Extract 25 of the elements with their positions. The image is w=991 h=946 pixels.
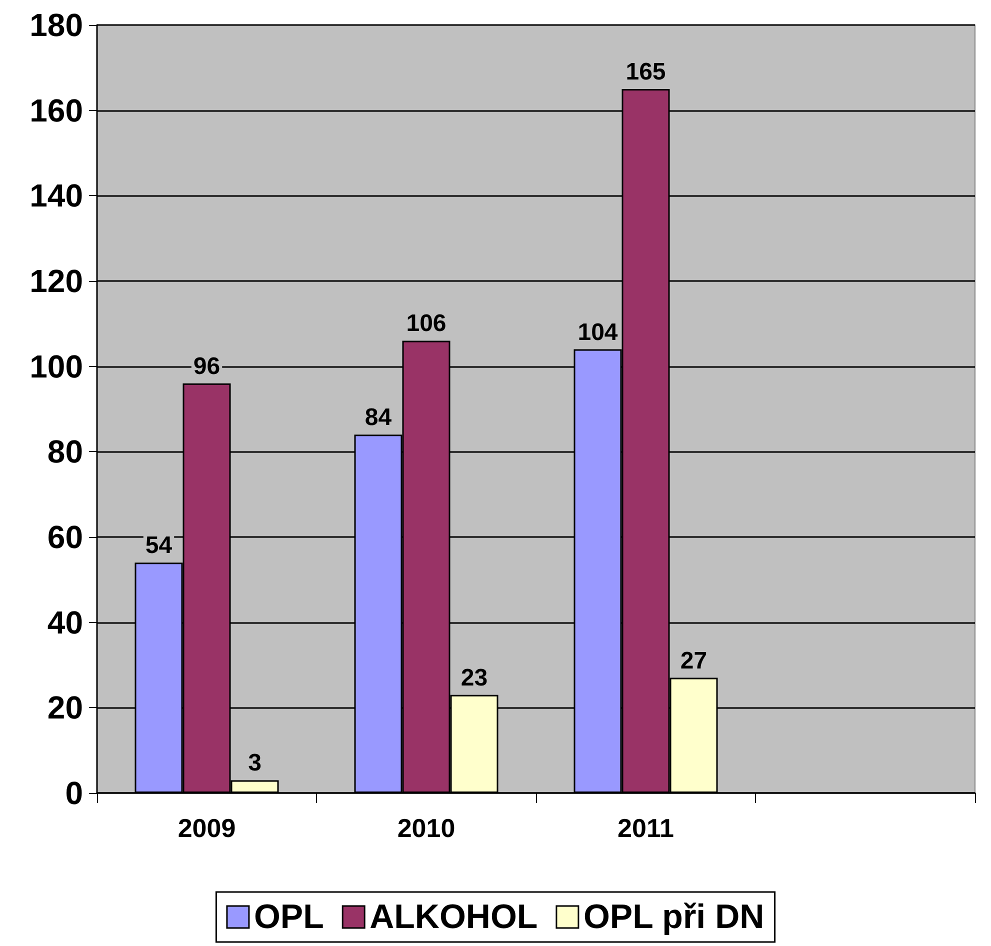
data-label: 27 (680, 647, 708, 674)
data-label: 165 (626, 58, 666, 86)
legend-label: ALKOHOL (370, 898, 538, 936)
data-label: 84 (364, 404, 392, 432)
y-tick-label: 80 (47, 434, 83, 470)
data-label: 3 (248, 750, 262, 777)
x-tick-label: 2011 (618, 813, 674, 843)
y-tick-label: 20 (47, 690, 83, 726)
x-tick-label: 2010 (397, 813, 456, 843)
y-tick-label: 60 (47, 519, 83, 555)
y-tick-label: 120 (30, 263, 83, 299)
legend-label: OPL při DN (583, 898, 764, 936)
y-tick-label: 0 (65, 775, 83, 811)
data-label: 96 (193, 352, 220, 380)
y-tick-label: 180 (30, 7, 83, 43)
y-tick-label: 140 (30, 178, 83, 214)
y-tick-label: 40 (47, 604, 83, 640)
y-tick-label: 160 (30, 92, 83, 128)
data-label: 104 (578, 318, 618, 346)
legend-label: OPL (254, 898, 324, 936)
data-label: 106 (406, 310, 446, 338)
data-label: 54 (145, 532, 173, 560)
data-label: 23 (460, 664, 488, 692)
x-tick-label: 2009 (178, 813, 236, 843)
y-tick-label: 100 (30, 348, 83, 384)
